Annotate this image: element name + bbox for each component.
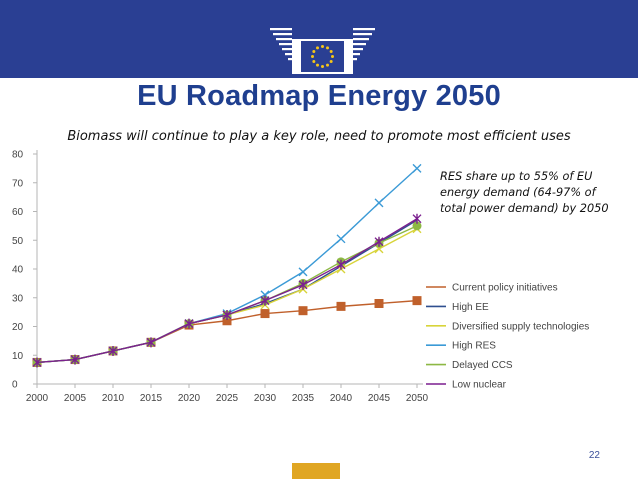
series-delayed-ccs [32, 221, 422, 367]
series-line [36, 218, 418, 364]
data-point [298, 306, 308, 316]
data-point [260, 309, 270, 319]
eu-star-icon [311, 55, 314, 58]
data-point [146, 337, 156, 348]
x-tick-label: 2000 [26, 393, 49, 404]
y-tick-label: 80 [12, 150, 24, 161]
series-line [36, 167, 418, 364]
y-tick-label: 60 [12, 207, 24, 218]
data-point [336, 234, 346, 244]
data-point [412, 296, 422, 306]
data-point [32, 357, 42, 368]
data-point [222, 310, 232, 320]
data-point [298, 267, 308, 277]
eu-star-icon [321, 45, 324, 48]
data-point [374, 236, 384, 247]
x-tick-label: 2020 [178, 393, 201, 404]
x-tick-label: 2045 [368, 393, 391, 404]
legend-label: Low nuclear [452, 380, 507, 391]
res-share-annotation: RES share up to 55% of EU energy demand … [440, 170, 609, 215]
legend-label: Delayed CCS [452, 360, 513, 371]
data-point [412, 221, 422, 231]
data-point [374, 198, 384, 208]
data-point [374, 299, 384, 308]
eu-star-icon [329, 60, 333, 63]
eu-star-icon [312, 60, 316, 63]
page-title: EU Roadmap Energy 2050 [137, 80, 501, 112]
chart-legend: Current policy initiatives High EE Diversi… [426, 283, 589, 391]
eu-star-icon [326, 63, 329, 67]
data-point [222, 316, 232, 326]
series-high-res [32, 163, 422, 367]
eu-star-icon [316, 63, 319, 67]
series-line [36, 225, 418, 364]
x-tick-label: 2040 [330, 393, 353, 404]
legend-label: Current policy initiatives [452, 283, 558, 294]
y-tick-label: 40 [12, 265, 24, 276]
page-number: 22 [588, 450, 600, 461]
european-commission-logo-icon [270, 28, 375, 74]
data-point [70, 354, 80, 365]
header-banner [0, 0, 638, 78]
chart-series [32, 163, 422, 368]
series-diversified-supply-technologies [32, 224, 422, 367]
data-point [336, 259, 346, 270]
eu-star-icon [321, 65, 324, 68]
data-point [184, 318, 194, 329]
series-line [36, 228, 418, 364]
series-line [36, 299, 418, 364]
data-point [412, 163, 422, 173]
x-tick-label: 2015 [140, 393, 163, 404]
eu-star-icon [331, 55, 334, 58]
y-tick-label: 50 [12, 236, 24, 247]
x-tick-label: 2050 [406, 393, 429, 404]
data-point [260, 295, 270, 306]
legend-label: Diversified supply technologies [452, 321, 589, 332]
data-point [298, 279, 308, 290]
y-tick-label: 30 [12, 293, 24, 304]
series-line [36, 219, 418, 364]
y-tick-label: 0 [12, 380, 18, 391]
legend-label: High RES [452, 341, 496, 352]
legend-label: High EE [452, 302, 489, 313]
series-high-ee [36, 219, 418, 364]
y-tick-label: 70 [12, 178, 24, 189]
eu-star-icon [329, 50, 333, 53]
y-tick-label: 20 [12, 322, 24, 333]
data-point [336, 301, 346, 311]
x-tick-label: 2025 [216, 393, 239, 404]
series-low-nuclear [32, 213, 422, 368]
eu-star-icon [312, 50, 316, 53]
x-tick-label: 2005 [64, 393, 87, 404]
x-tick-label: 2010 [102, 393, 125, 404]
y-tick-label: 10 [12, 351, 24, 362]
x-tick-label: 2035 [292, 393, 315, 404]
eu-star-icon [326, 46, 329, 50]
data-point [108, 345, 118, 356]
eu-star-icon [316, 46, 319, 50]
eu-stars [311, 45, 334, 68]
x-tick-label: 2030 [254, 393, 277, 404]
slide-subtitle: Biomass will continue to play a key role… [67, 129, 571, 144]
data-point [412, 213, 422, 224]
footer-accent-bar [292, 463, 340, 479]
